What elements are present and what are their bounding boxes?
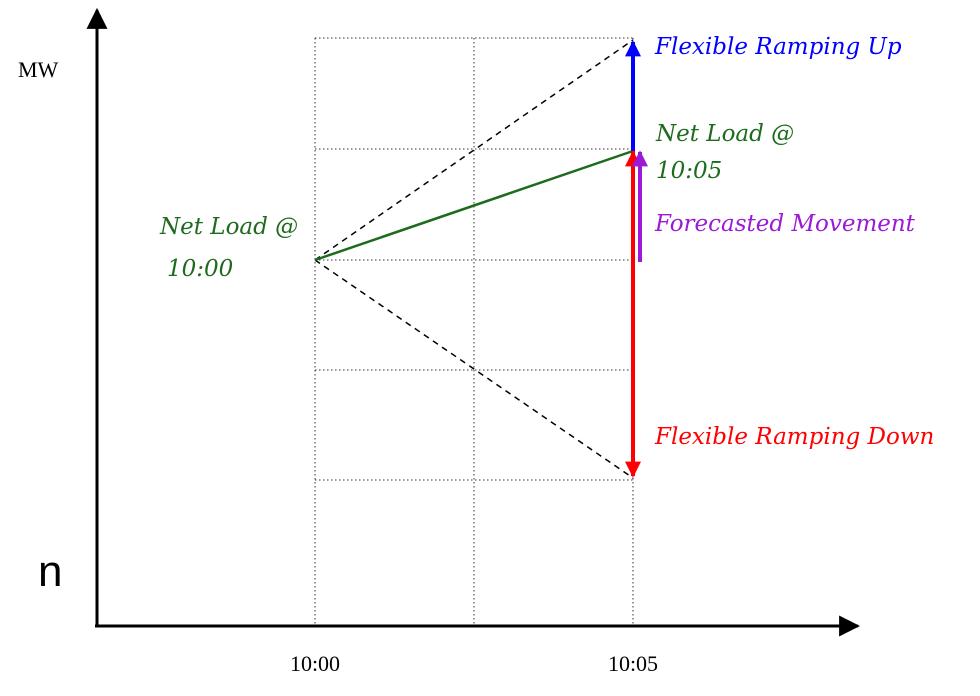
net-load-start-label-line1: Net Load @ [159, 214, 298, 240]
x-tick-2: 10:05 [608, 651, 658, 676]
forecast-label: Forecasted Movement [654, 211, 916, 237]
y-axis-label: MW [18, 57, 59, 82]
lower-envelope-line [314, 259, 634, 479]
stray-text: n [38, 547, 62, 596]
net-load-start-label-line2: 10:00 [167, 256, 233, 282]
x-tick-1: 10:00 [290, 651, 340, 676]
flex-down-label: Flexible Ramping Down [654, 424, 934, 450]
net-load-end-label-line1: Net Load @ [655, 121, 794, 147]
net-load-end-label-line2: 10:05 [656, 158, 722, 184]
grid [314, 37, 634, 626]
net-load-line [314, 149, 634, 262]
upper-envelope-line [314, 39, 634, 261]
flex-up-label: Flexible Ramping Up [654, 34, 902, 60]
